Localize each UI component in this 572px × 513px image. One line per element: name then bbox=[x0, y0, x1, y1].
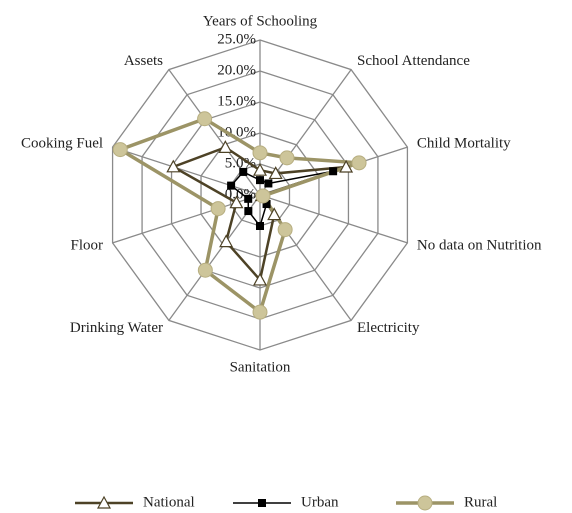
point bbox=[255, 188, 271, 204]
point bbox=[197, 262, 213, 278]
category-label: Electricity bbox=[357, 320, 420, 336]
spoke bbox=[259, 194, 408, 244]
legend-label: Rural bbox=[464, 494, 497, 510]
tick-label: 15.0% bbox=[217, 93, 256, 109]
point bbox=[244, 207, 253, 216]
point bbox=[210, 201, 226, 217]
point bbox=[329, 167, 338, 176]
legend-marker bbox=[417, 495, 433, 511]
point bbox=[219, 234, 234, 248]
legend-label: National bbox=[143, 494, 195, 510]
point bbox=[244, 194, 253, 203]
point bbox=[268, 166, 283, 180]
point bbox=[112, 142, 128, 158]
point bbox=[351, 155, 367, 171]
point bbox=[256, 176, 264, 185]
point bbox=[339, 159, 354, 173]
tick-label: 10.0% bbox=[217, 124, 256, 140]
point bbox=[166, 159, 181, 173]
legend-label: Urban bbox=[301, 494, 339, 510]
category-label: Floor bbox=[71, 237, 104, 253]
legend-marker bbox=[96, 495, 112, 509]
point bbox=[229, 195, 244, 209]
point bbox=[277, 222, 293, 238]
tick-label: 20.0% bbox=[217, 62, 256, 78]
spoke bbox=[112, 146, 261, 196]
category-label: Years of Schooling bbox=[203, 13, 318, 29]
category-label: Drinking Water bbox=[70, 320, 163, 336]
point bbox=[279, 150, 295, 166]
point bbox=[256, 222, 264, 230]
point bbox=[252, 304, 268, 320]
point bbox=[197, 111, 213, 127]
point bbox=[252, 272, 268, 286]
point bbox=[252, 162, 268, 176]
category-label: Cooking Fuel bbox=[21, 135, 103, 151]
spoke bbox=[168, 194, 261, 321]
point bbox=[252, 145, 268, 161]
point bbox=[227, 181, 236, 190]
tick-label: 25.0% bbox=[217, 31, 256, 47]
point bbox=[239, 167, 248, 176]
point bbox=[218, 140, 233, 153]
point bbox=[264, 179, 273, 188]
point bbox=[262, 200, 271, 209]
tick-label: 5.0% bbox=[225, 155, 256, 171]
point bbox=[267, 207, 282, 221]
category-label: School Attendance bbox=[357, 53, 470, 69]
category-label: Sanitation bbox=[230, 359, 291, 375]
category-label: Child Mortality bbox=[417, 135, 511, 151]
category-label: No data on Nutrition bbox=[417, 237, 542, 253]
category-label: Assets bbox=[124, 53, 163, 69]
legend-marker bbox=[258, 499, 266, 507]
